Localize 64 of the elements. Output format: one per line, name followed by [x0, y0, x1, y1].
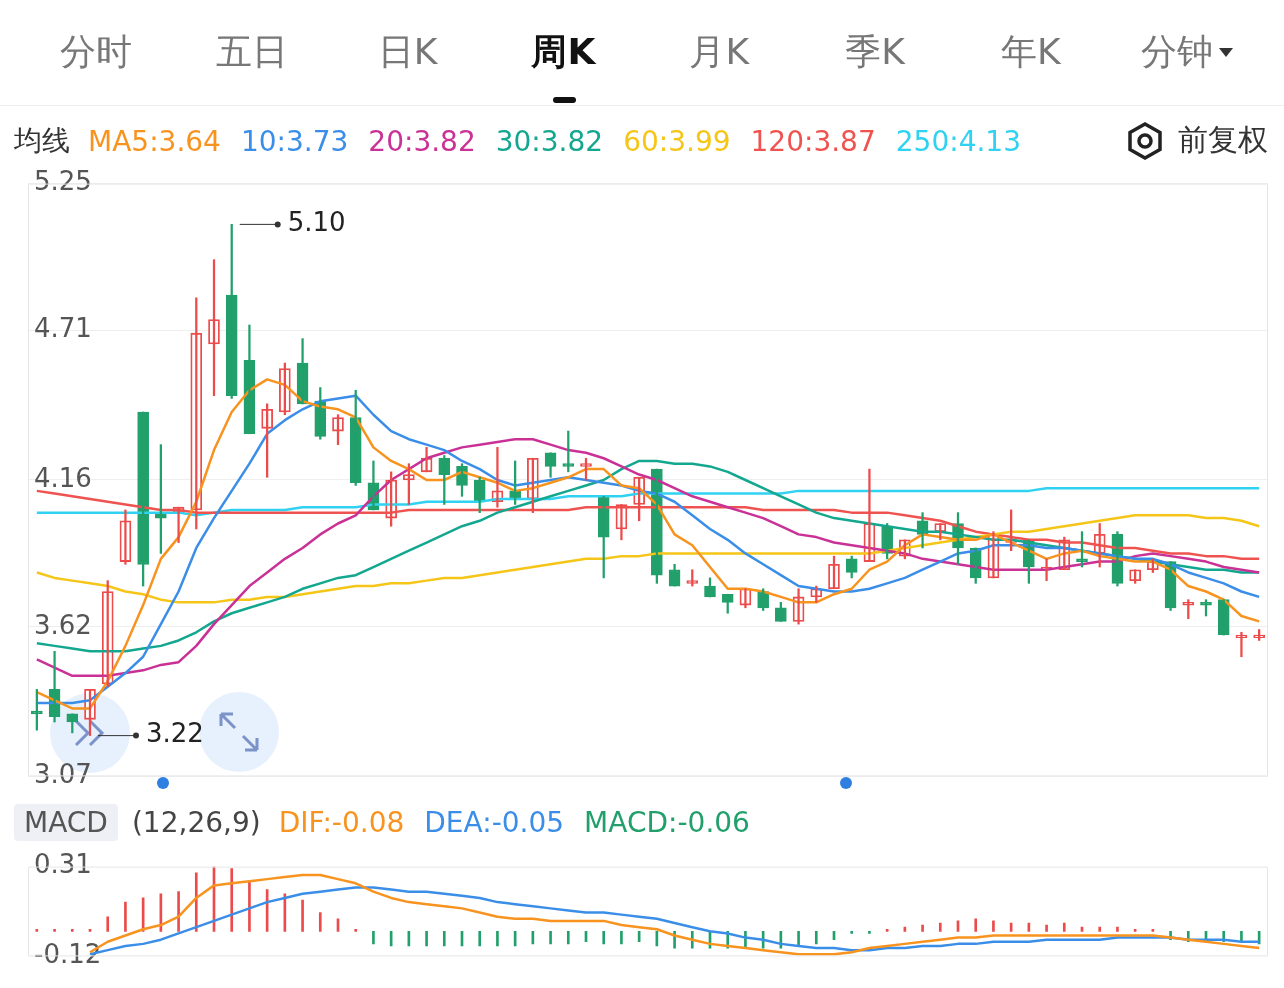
text: 日K: [377, 30, 438, 74]
annotation: 5.10: [287, 207, 346, 238]
bar: [921, 924, 924, 932]
bar: [850, 931, 854, 934]
bar: [230, 868, 234, 932]
bar: [1045, 924, 1048, 932]
text: MA5:3.64: [88, 124, 221, 158]
text: 年K: [1000, 30, 1061, 74]
bar: [1062, 922, 1066, 932]
bar: [1116, 926, 1119, 932]
bar: [124, 901, 127, 932]
y-tick-label: 0.31: [34, 849, 92, 880]
text: 250:4.13: [895, 124, 1021, 158]
bar: [620, 931, 623, 945]
bar: [974, 918, 978, 932]
candlestick: [1253, 629, 1265, 641]
text: 20:3.82: [368, 124, 476, 158]
text: MACD:-0.06: [584, 806, 750, 839]
bar: [992, 920, 995, 932]
chart-subtitle: (12,26,9): [131, 806, 261, 839]
bar: [248, 880, 251, 932]
bar: [106, 916, 110, 932]
bar: [868, 931, 871, 934]
y-tick-label: 4.16: [34, 462, 92, 493]
bar: [938, 922, 942, 932]
text: 60:3.99: [623, 124, 731, 158]
y-tick-label: 3.62: [34, 609, 92, 640]
text: 季K: [845, 30, 905, 74]
text: 分时: [60, 30, 132, 74]
candlestick: [1235, 631, 1248, 658]
bar: [602, 931, 606, 945]
bar: [496, 931, 499, 947]
text: 前复权: [1178, 121, 1268, 159]
y-tick-label: -0.12: [34, 939, 102, 970]
bar: [566, 931, 570, 945]
text: 周K: [531, 30, 596, 74]
chart-title: MACD: [14, 804, 118, 841]
text: 30:3.82: [495, 124, 604, 158]
bar: [442, 931, 446, 947]
y-tick-label: 3.07: [34, 759, 92, 790]
text: 分钟: [1140, 30, 1214, 74]
bar: [372, 931, 375, 945]
bar: [301, 899, 304, 932]
bar: [814, 931, 818, 945]
series-label: DEA:-0.05: [424, 806, 565, 839]
text: 120:3.87: [750, 124, 876, 158]
annotation: 3.22: [146, 718, 204, 749]
bar: [549, 931, 552, 945]
bar: [797, 931, 800, 947]
chart-title: 均线: [14, 123, 70, 159]
bar: [1098, 926, 1102, 932]
bar: [53, 928, 56, 932]
bar: [318, 912, 322, 932]
bar: [478, 931, 482, 947]
text: 五日: [215, 30, 288, 74]
bar: [425, 931, 428, 947]
y-tick-label: 5.25: [34, 166, 92, 197]
y-tick-label: 4.71: [34, 313, 92, 344]
bar: [177, 891, 180, 932]
text: 10:3.73: [240, 124, 349, 158]
text: 月K: [689, 30, 749, 74]
series-label: DIF:-0.08: [278, 806, 405, 839]
bar: [354, 928, 358, 932]
bar: [70, 928, 74, 932]
